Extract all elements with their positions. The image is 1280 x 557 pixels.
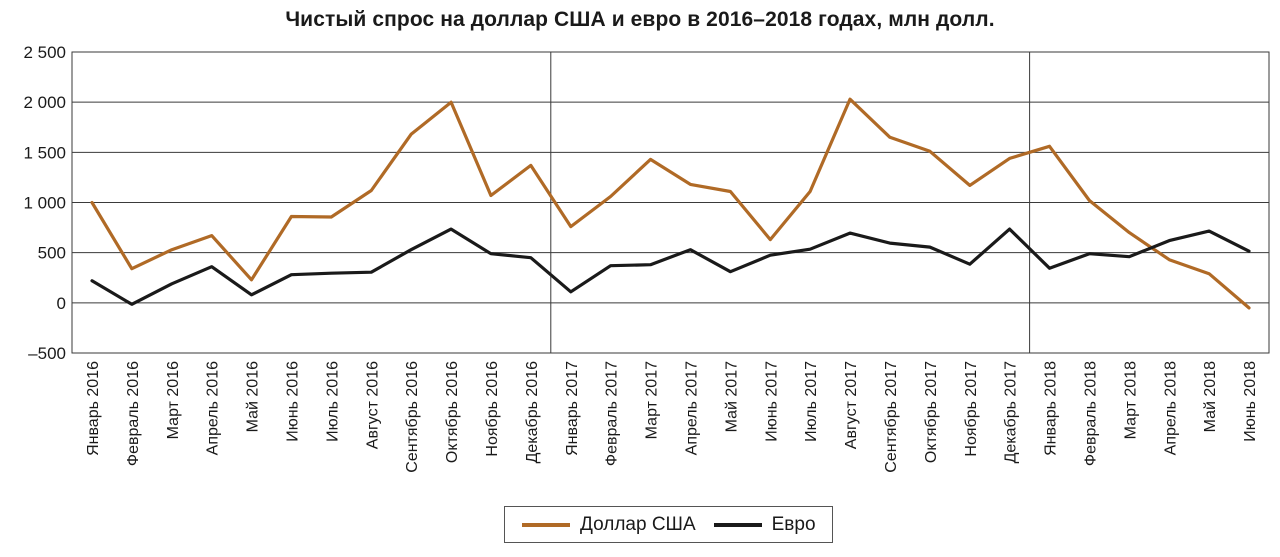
x-tick-label: Февраль 2017 [604, 361, 621, 466]
x-tick-label: Октябрь 2017 [923, 361, 940, 463]
x-tick-label: Сентябрь 2017 [883, 361, 900, 473]
legend-label-usd: Доллар США [580, 513, 696, 535]
y-tick-label: 0 [57, 294, 66, 313]
legend-swatch-usd [522, 522, 570, 527]
x-tick-label: Май 2017 [723, 361, 740, 432]
y-tick-label: –500 [28, 344, 66, 363]
legend-swatch-eur [713, 522, 762, 527]
series-lines [90, 97, 1251, 310]
x-tick-label: Август 2016 [364, 361, 381, 449]
x-tick-label: Апрель 2018 [1162, 361, 1179, 455]
series-line-eur [90, 227, 1251, 306]
axes [71, 51, 1270, 354]
x-tick-label: Март 2016 [165, 361, 182, 439]
y-tick-label: 2 000 [23, 93, 66, 112]
x-tick-label: Июнь 2018 [1242, 361, 1259, 442]
x-tick-label: Май 2018 [1202, 361, 1219, 432]
x-tick-label: Ноябрь 2017 [963, 361, 980, 457]
legend: Доллар США Евро [504, 506, 833, 543]
x-tick-label: Февраль 2018 [1082, 361, 1099, 466]
x-tick-label: Март 2017 [644, 361, 661, 439]
x-tick-labels: Январь 2016 Февраль 2016 Март 2016 Апрель 2… [85, 361, 1259, 473]
x-tick-label: Август 2017 [843, 361, 860, 449]
x-tick-label: Октябрь 2016 [444, 361, 461, 463]
x-tick-label: Май 2016 [245, 361, 262, 432]
plot-border [71, 51, 1270, 354]
x-tick-label: Декабрь 2017 [1003, 361, 1020, 464]
y-tick-label: 1 000 [23, 194, 66, 213]
series-line-usd [90, 97, 1251, 310]
x-tick-label: Июль 2016 [324, 361, 341, 442]
line-chart: 2 500 2 000 1 500 1 000 500 0 –500 Январь 2016… [23, 43, 1270, 473]
x-tick-label: Июль 2017 [803, 361, 820, 442]
chart-title: Чистый спрос на доллар США и евро в 2016… [285, 8, 995, 31]
x-tick-label: Январь 2017 [564, 361, 581, 456]
x-tick-label: Сентябрь 2016 [404, 361, 421, 473]
y-tick-labels: 2 500 2 000 1 500 1 000 500 0 –500 [23, 43, 66, 363]
y-tick-label: 500 [38, 244, 66, 263]
y-tick-label: 2 500 [23, 43, 66, 62]
x-tick-label: Июнь 2016 [284, 361, 301, 442]
legend-label-eur: Евро [771, 513, 816, 535]
x-tick-label: Март 2018 [1122, 361, 1139, 439]
legend-item-eur: Евро [713, 513, 816, 536]
x-tick-label: Февраль 2016 [125, 361, 142, 466]
x-tick-label: Апрель 2017 [683, 361, 700, 455]
x-tick-label: Январь 2016 [85, 361, 102, 456]
x-tick-label: Ноябрь 2016 [484, 361, 501, 457]
y-tick-label: 1 500 [23, 143, 66, 162]
x-tick-label: Июнь 2017 [763, 361, 780, 442]
legend-item-usd: Доллар США [505, 514, 696, 536]
x-tick-label: Декабрь 2016 [524, 361, 541, 464]
x-tick-label: Апрель 2016 [205, 361, 222, 455]
x-tick-label: Январь 2018 [1043, 361, 1060, 456]
